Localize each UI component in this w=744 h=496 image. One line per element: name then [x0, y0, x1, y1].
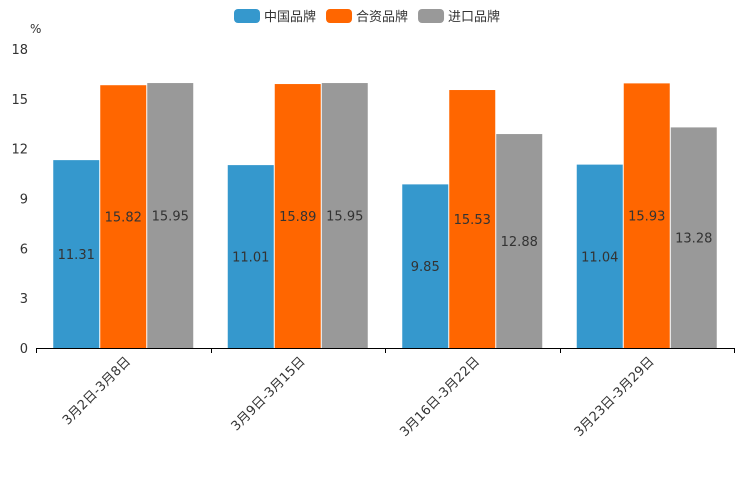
bar-1-4[interactable]: [576, 164, 623, 348]
bar-2-2[interactable]: [274, 84, 321, 349]
bar-1-1[interactable]: [53, 160, 100, 348]
x-tick-label: 3月23日-3月29日: [572, 354, 658, 440]
bar-1-2[interactable]: [227, 165, 274, 348]
y-tick-label: 9: [20, 193, 28, 208]
legend-label-1[interactable]: 中国品牌: [264, 9, 316, 25]
x-tick-label: 3月9日-3月15日: [229, 354, 309, 434]
data-label: 11.31: [58, 248, 95, 263]
data-label: 15.82: [105, 211, 142, 226]
legend: 中国品牌 合资品牌 进口品牌: [234, 9, 500, 25]
legend-label-2[interactable]: 合资品牌: [356, 9, 408, 25]
data-label: 15.95: [152, 210, 189, 225]
bar-3-3[interactable]: [496, 134, 543, 348]
x-tick-label: 3月2日-3月8日: [60, 354, 134, 428]
y-tick-label: 12: [11, 143, 28, 158]
data-label: 13.28: [675, 232, 712, 247]
legend-label-3[interactable]: 进口品牌: [448, 9, 500, 25]
data-labels: 11.31 15.82 15.95 11.01 15.89 15.95 9.85 15.53 1…: [58, 210, 713, 276]
data-label: 11.01: [232, 251, 269, 266]
legend-swatch-2[interactable]: [326, 9, 353, 23]
bars: [53, 83, 717, 349]
y-tick-label: 15: [11, 93, 28, 108]
x-axis: 3月2日-3月8日 3月9日-3月15日 3月16日-3月22日 3月23日-3月29…: [36, 348, 735, 440]
data-label: 9.85: [411, 260, 440, 275]
bar-3-1[interactable]: [147, 83, 194, 348]
bar-3-2[interactable]: [321, 83, 368, 348]
legend-swatch-3[interactable]: [418, 9, 445, 23]
bar-2-4[interactable]: [623, 83, 670, 348]
bar-2-3[interactable]: [449, 90, 496, 348]
x-tick-label: 3月16日-3月22日: [397, 354, 483, 440]
bar-1-3[interactable]: [402, 184, 449, 348]
bar-2-1[interactable]: [100, 85, 147, 348]
y-tick-label: 18: [11, 43, 28, 58]
y-axis-unit-label: %: [30, 22, 41, 36]
y-axis: 0 3 6 9 12 15 18: [11, 43, 28, 357]
data-label: 12.88: [501, 235, 538, 250]
y-tick-label: 0: [20, 342, 28, 357]
bar-3-4[interactable]: [670, 127, 717, 348]
data-label: 15.89: [279, 210, 316, 225]
y-tick-label: 6: [20, 242, 28, 257]
data-label: 11.04: [581, 250, 618, 265]
data-label: 15.95: [326, 210, 363, 225]
legend-swatch-1[interactable]: [234, 9, 260, 23]
data-label: 15.93: [628, 210, 665, 225]
y-tick-label: 3: [20, 292, 28, 307]
data-label: 15.53: [454, 213, 491, 228]
